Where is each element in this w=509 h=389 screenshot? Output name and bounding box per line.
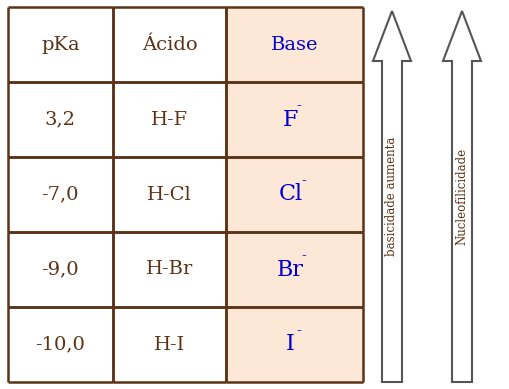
Text: -: -	[296, 324, 300, 338]
Text: -: -	[301, 174, 306, 188]
Text: Base: Base	[270, 35, 318, 54]
Bar	[8, 7, 112, 82]
Text: -: -	[301, 249, 306, 263]
Bar	[226, 7, 362, 82]
Bar	[226, 307, 362, 382]
Text: H-Br: H-Br	[146, 261, 193, 279]
Text: 3,2: 3,2	[45, 110, 76, 128]
Text: -9,0: -9,0	[41, 261, 79, 279]
Bar	[8, 82, 112, 157]
Bar	[226, 157, 362, 232]
Bar	[226, 232, 362, 307]
Bar	[226, 82, 362, 157]
Bar	[8, 307, 112, 382]
Text: Ácido: Ácido	[142, 35, 197, 54]
Text: H-F: H-F	[151, 110, 188, 128]
Polygon shape	[442, 11, 480, 382]
Text: H-Cl: H-Cl	[147, 186, 191, 203]
Text: I: I	[286, 333, 295, 356]
Text: H-I: H-I	[154, 335, 185, 354]
Text: Cl: Cl	[278, 184, 302, 205]
Polygon shape	[372, 11, 410, 382]
Text: pKa: pKa	[41, 35, 79, 54]
Bar	[8, 157, 112, 232]
Text: Br: Br	[276, 259, 303, 280]
Bar	[8, 232, 112, 307]
Bar	[112, 157, 226, 232]
Bar	[112, 307, 226, 382]
Text: -10,0: -10,0	[35, 335, 85, 354]
Text: basicidade aumenta: basicidade aumenta	[385, 137, 398, 256]
Bar	[112, 232, 226, 307]
Bar	[112, 82, 226, 157]
Text: Nucleofilicidade: Nucleofilicidade	[455, 148, 468, 245]
Text: F: F	[282, 109, 298, 130]
Text: -: -	[296, 99, 300, 113]
Bar	[112, 7, 226, 82]
Text: -7,0: -7,0	[42, 186, 79, 203]
